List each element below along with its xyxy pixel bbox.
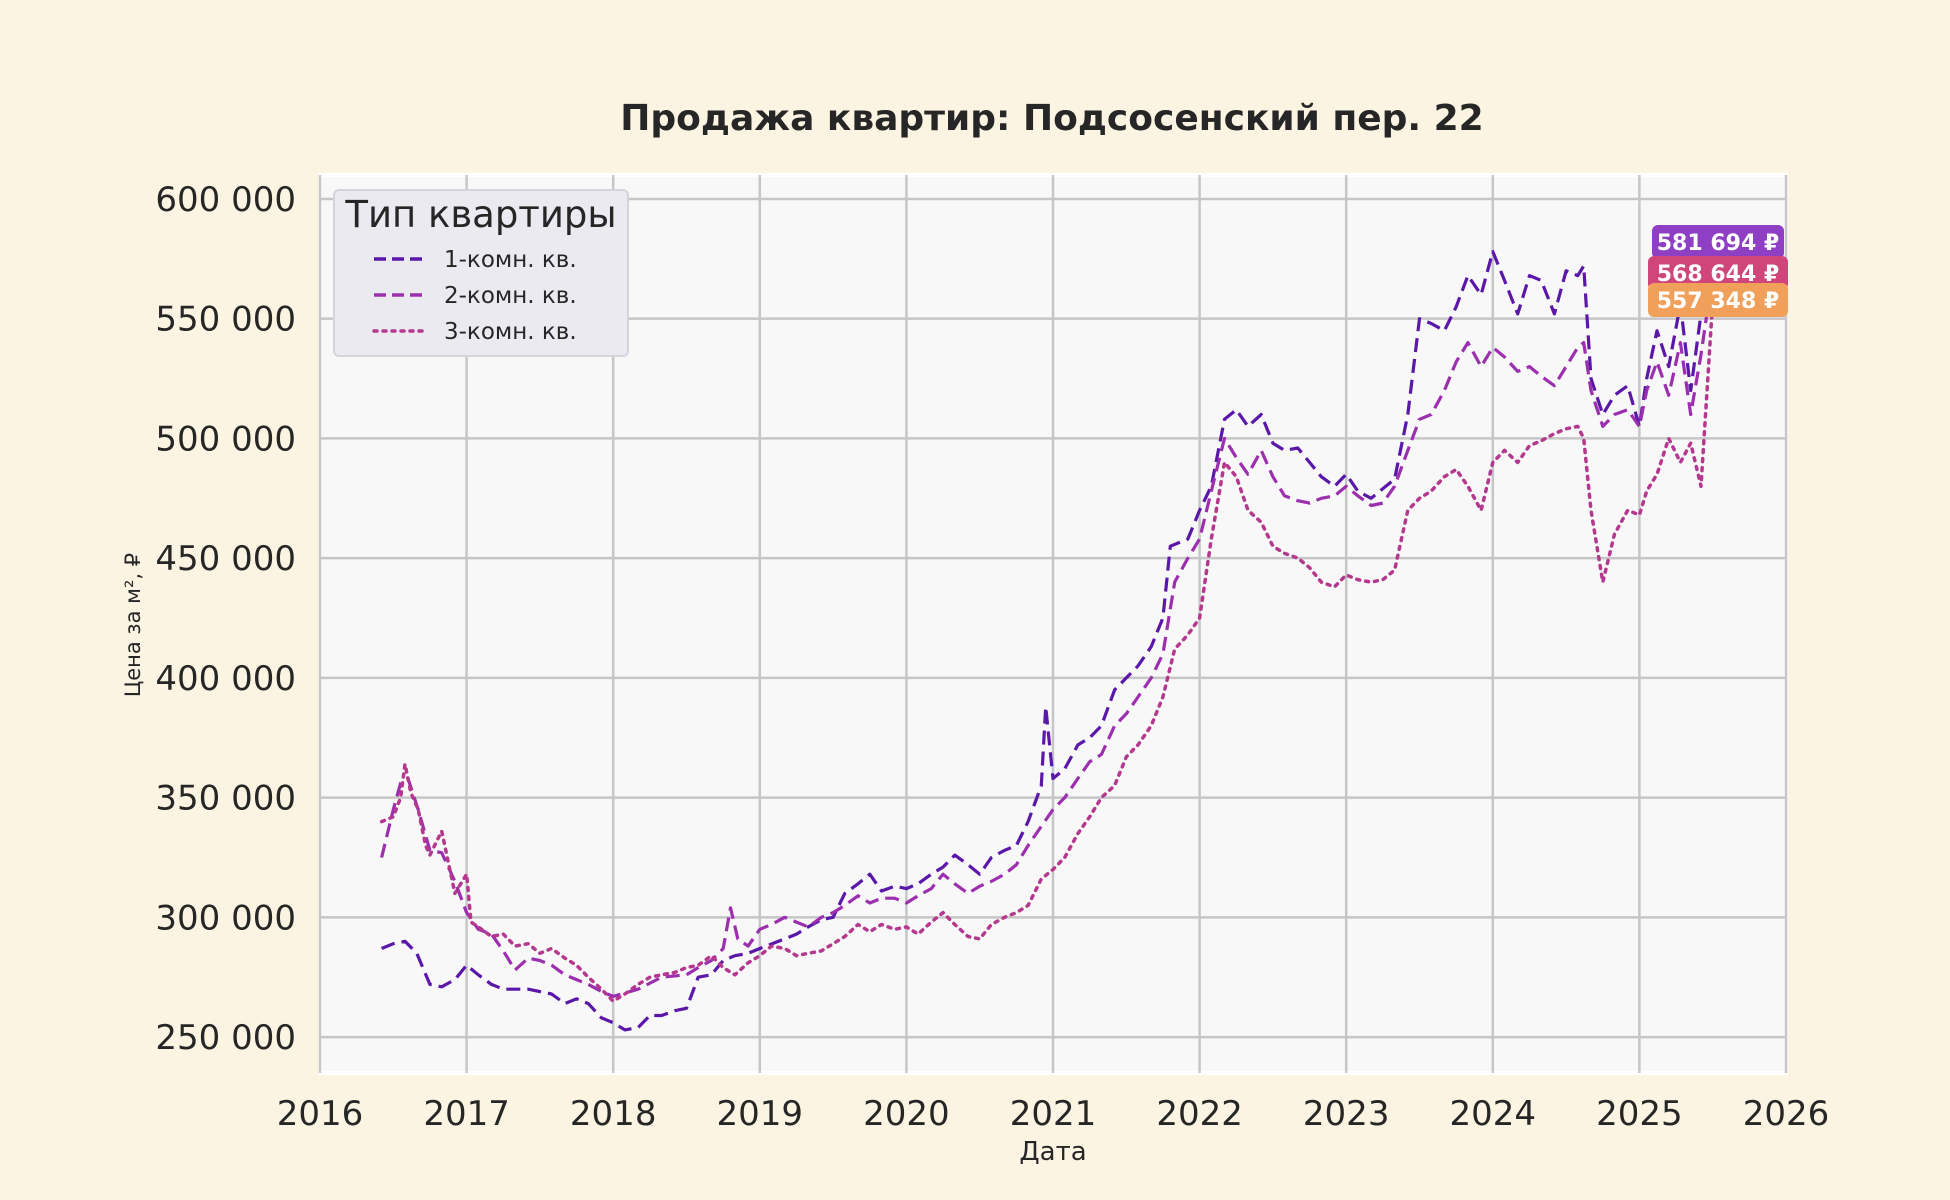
end-label-text: 581 694 ₽ — [1657, 231, 1779, 256]
y-axis-label: Цена за м², ₽ — [121, 553, 145, 697]
x-tick-label: 2023 — [1303, 1094, 1390, 1134]
y-axis: 250 000 300 000 350 000 400 000 450 000 500 0… — [155, 180, 296, 1058]
y-tick-label: 250 000 — [155, 1018, 296, 1058]
end-label-box — [1652, 225, 1784, 259]
y-tick-label: 450 000 — [155, 539, 296, 579]
legend-label: 1-комн. кв. — [444, 247, 577, 273]
x-axis-label: Дата — [1019, 1137, 1086, 1167]
x-tick-label: 2022 — [1156, 1094, 1243, 1134]
y-tick-label: 300 000 — [155, 898, 296, 938]
legend-box — [333, 189, 629, 357]
end-label-box — [1648, 256, 1788, 290]
end-label-text: 557 348 ₽ — [1657, 289, 1779, 314]
x-tick-label: 2017 — [423, 1094, 510, 1134]
y-tick-label: 600 000 — [155, 180, 296, 220]
x-tick-label: 2021 — [1010, 1094, 1097, 1134]
y-tick-label: 550 000 — [155, 300, 296, 340]
x-tick-label: 2025 — [1596, 1094, 1683, 1134]
end-labels: 581 694 ₽ 568 644 ₽557 348 ₽ — [1648, 225, 1788, 317]
x-tick-label: 2026 — [1743, 1094, 1830, 1134]
y-tick-label: 500 000 — [155, 419, 296, 459]
series-line — [380, 242, 1715, 1032]
end-label-text: 568 644 ₽ — [1657, 262, 1779, 287]
y-tick-label: 400 000 — [155, 659, 296, 699]
x-tick-label: 2018 — [570, 1094, 657, 1134]
legend-title: Тип квартиры — [344, 193, 616, 236]
x-tick-label: 2020 — [863, 1094, 950, 1134]
series-line — [379, 299, 1715, 1003]
legend-label: 3-комн. кв. — [444, 319, 577, 345]
legend: Тип квартиры 1-комн. кв. 2-комн. кв. 3-ком… — [333, 189, 629, 357]
y-tick-label: 350 000 — [155, 779, 296, 819]
series-layer — [379, 242, 1715, 1032]
x-tick-label: 2016 — [277, 1094, 364, 1134]
x-axis: 2016 2017 2018 2019 2020 2021 2022 2023 2024 2025… — [277, 1094, 1830, 1134]
end-label-box — [1648, 283, 1788, 317]
legend-label: 2-комн. кв. — [444, 283, 577, 309]
chart-title: Продажа квартир: Подсосенский пер. 22 — [620, 98, 1483, 139]
x-tick-label: 2019 — [717, 1094, 804, 1134]
x-tick-label: 2024 — [1450, 1094, 1537, 1134]
series-line — [380, 273, 1715, 998]
